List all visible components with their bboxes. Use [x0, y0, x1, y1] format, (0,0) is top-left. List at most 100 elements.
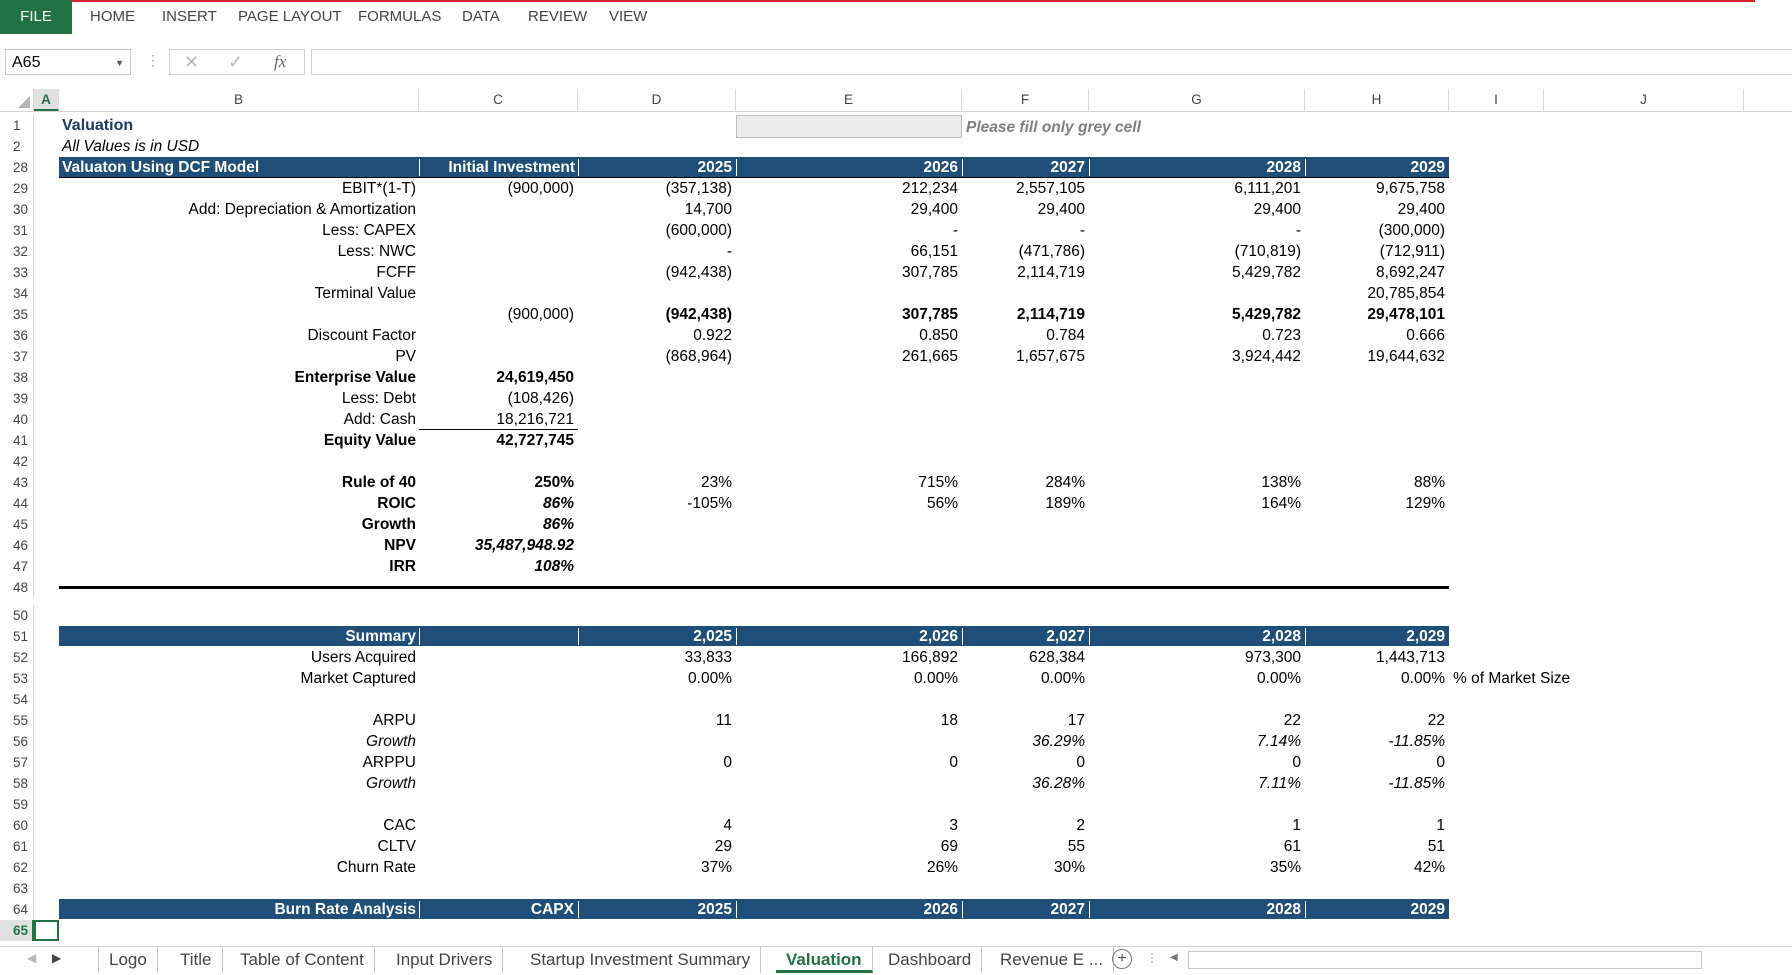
- cell-g[interactable]: 0.00%: [1257, 670, 1301, 687]
- cell-e[interactable]: 212,234: [901, 180, 958, 197]
- col-header-h[interactable]: H: [1305, 89, 1449, 111]
- header-cell[interactable]: 2026: [923, 159, 958, 176]
- cell-g[interactable]: 973,300: [1244, 649, 1301, 666]
- tab-home[interactable]: HOME: [90, 8, 135, 25]
- select-all-corner[interactable]: [0, 89, 34, 111]
- cell-g[interactable]: 0: [1292, 754, 1301, 771]
- scroll-right-icon[interactable]: ▶: [52, 951, 62, 965]
- cell-h[interactable]: 0.00%: [1401, 670, 1445, 687]
- tab-formulas[interactable]: FORMULAS: [358, 8, 442, 25]
- cell-f[interactable]: 189%: [1045, 495, 1085, 512]
- scroll-left-icon[interactable]: ◀: [27, 951, 37, 965]
- cell-g[interactable]: -: [1295, 222, 1301, 239]
- cell-b[interactable]: Discount Factor: [307, 327, 416, 344]
- cell-d[interactable]: 33,833: [684, 649, 732, 666]
- cell-e[interactable]: 0.00%: [914, 670, 958, 687]
- row-header[interactable]: 42: [0, 451, 34, 472]
- cell-b[interactable]: EBIT*(1-T): [341, 180, 416, 197]
- tab-page-layout[interactable]: PAGE LAYOUT: [238, 8, 342, 25]
- row-header[interactable]: 53: [0, 668, 34, 689]
- cell-g[interactable]: 35%: [1269, 859, 1301, 876]
- sheet-tab-dashboard[interactable]: Dashboard: [878, 947, 983, 973]
- row-header[interactable]: 64: [0, 899, 34, 920]
- cell-d[interactable]: 2,025: [693, 628, 732, 645]
- cell-g[interactable]: 0.723: [1262, 327, 1301, 344]
- row-header[interactable]: 44: [0, 493, 34, 514]
- cell-d[interactable]: (868,964): [665, 348, 732, 365]
- col-header-j[interactable]: J: [1544, 89, 1744, 111]
- cell-b[interactable]: Less: NWC: [337, 243, 416, 260]
- cell-f[interactable]: 2,557,105: [1016, 180, 1085, 197]
- sheet-tab-input-drivers[interactable]: Input Drivers: [386, 947, 504, 973]
- cell-g[interactable]: 22: [1283, 712, 1301, 729]
- row-header[interactable]: 55: [0, 710, 34, 731]
- row-header[interactable]: 57: [0, 752, 34, 773]
- cell-d[interactable]: (600,000): [665, 222, 732, 239]
- cell-c[interactable]: 108%: [534, 558, 574, 575]
- cell-b[interactable]: Growth: [366, 733, 416, 750]
- cell-h[interactable]: -11.85%: [1388, 775, 1445, 792]
- cell-b[interactable]: Add: Depreciation & Amortization: [188, 201, 416, 218]
- cell-h[interactable]: 22: [1427, 712, 1445, 729]
- tab-review[interactable]: REVIEW: [528, 8, 588, 25]
- row-header[interactable]: 65: [0, 920, 34, 941]
- tab-data[interactable]: DATA: [462, 8, 500, 25]
- cell-c[interactable]: 86%: [542, 516, 574, 533]
- cell-b[interactable]: CAC: [383, 817, 416, 834]
- cell-g[interactable]: 5,429,782: [1232, 306, 1301, 323]
- row-header[interactable]: 29: [0, 178, 34, 199]
- cell-h[interactable]: 2029: [1410, 901, 1445, 918]
- row-header[interactable]: 47: [0, 556, 34, 577]
- cell-h[interactable]: 0: [1436, 754, 1445, 771]
- cell-f[interactable]: 0.00%: [1041, 670, 1085, 687]
- cell-f[interactable]: -: [1079, 222, 1085, 239]
- cell-b[interactable]: CLTV: [377, 838, 416, 855]
- header-cell[interactable]: 2025: [697, 159, 732, 176]
- row-header[interactable]: 56: [0, 731, 34, 752]
- cell-h[interactable]: 1,443,713: [1376, 649, 1445, 666]
- row-header[interactable]: 40: [0, 409, 34, 430]
- chevron-down-icon[interactable]: ▼: [115, 58, 124, 68]
- header-cell[interactable]: 2028: [1266, 159, 1301, 176]
- row-header[interactable]: 59: [0, 794, 34, 815]
- cell-h[interactable]: 2,029: [1406, 628, 1445, 645]
- row-header[interactable]: 37: [0, 346, 34, 367]
- row-header[interactable]: 36: [0, 325, 34, 346]
- cell-h[interactable]: 0.666: [1406, 327, 1445, 344]
- header-cell[interactable]: 2029: [1410, 159, 1445, 176]
- cell-g[interactable]: 1: [1292, 817, 1301, 834]
- row-header[interactable]: 60: [0, 815, 34, 836]
- row-header[interactable]: 35: [0, 304, 34, 325]
- cell-e[interactable]: 261,665: [901, 348, 958, 365]
- cell-d[interactable]: (942,438): [665, 264, 732, 281]
- cell-g[interactable]: 6,111,201: [1234, 180, 1301, 197]
- cell-h[interactable]: 1: [1436, 817, 1445, 834]
- col-header-e[interactable]: E: [736, 89, 962, 111]
- cell-g[interactable]: 2028: [1266, 901, 1301, 918]
- enter-icon[interactable]: ✓: [228, 52, 244, 72]
- cell-h[interactable]: 129%: [1405, 495, 1445, 512]
- cell-b[interactable]: ARPPU: [362, 754, 416, 771]
- cell-b[interactable]: ARPU: [372, 712, 416, 729]
- cell-f[interactable]: 36.29%: [1032, 733, 1085, 750]
- sheet-tab-revenue[interactable]: Revenue E ...: [990, 947, 1115, 973]
- cell-g[interactable]: 2,028: [1262, 628, 1301, 645]
- cell-h[interactable]: -11.85%: [1388, 733, 1445, 750]
- col-header-g[interactable]: G: [1089, 89, 1305, 111]
- selected-cell[interactable]: [34, 920, 59, 941]
- cell-c[interactable]: 35,487,948.92: [474, 537, 574, 554]
- row-header[interactable]: 52: [0, 647, 34, 668]
- cell-b[interactable]: Enterprise Value: [294, 369, 416, 386]
- cell-c[interactable]: CAPX: [530, 901, 574, 918]
- row-header[interactable]: 45: [0, 514, 34, 535]
- row-header[interactable]: 43: [0, 472, 34, 493]
- cell-g[interactable]: 29,400: [1253, 201, 1301, 218]
- sheet-tab-table-of-content[interactable]: Table of Content: [230, 947, 375, 973]
- cell-e[interactable]: 0.850: [919, 327, 958, 344]
- row-header[interactable]: 2: [0, 136, 34, 157]
- cell-d[interactable]: 14,700: [684, 201, 732, 218]
- cell-d[interactable]: 2025: [697, 901, 732, 918]
- cell-e[interactable]: 66,151: [910, 243, 958, 260]
- cell-g[interactable]: 61: [1283, 838, 1301, 855]
- cell-f[interactable]: 2,027: [1046, 628, 1085, 645]
